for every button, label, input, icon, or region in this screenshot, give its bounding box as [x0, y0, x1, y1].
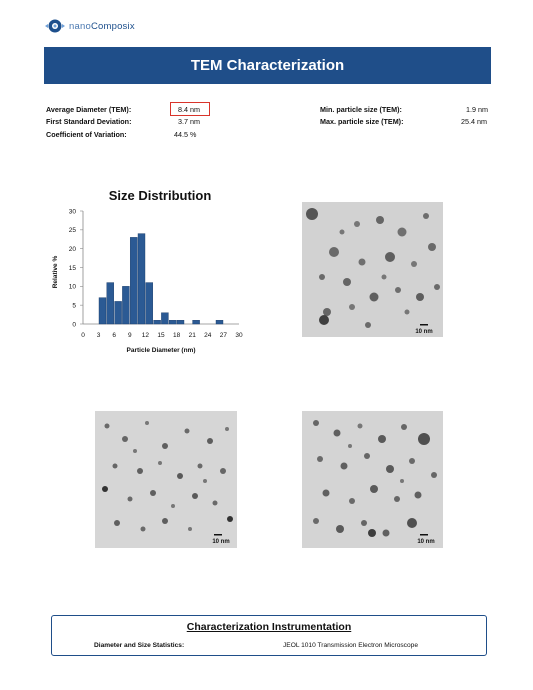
chart-x-tick-label-4: 12 [142, 332, 150, 339]
cv-value: 44.5 % [174, 130, 197, 139]
tem-image-3: 10 nm [302, 411, 443, 548]
avg-diameter-value: 8.4 nm [178, 105, 200, 114]
tem-image-2-particles: 10 nm [95, 411, 237, 548]
chart-bar-8 [161, 312, 169, 325]
std-dev-label: First Standard Deviation: [46, 117, 132, 126]
chart-x-tick-label-0: 0 [81, 332, 85, 339]
chart-y-tick-label-4: 20 [69, 246, 77, 253]
logo-text: nanoComposix [69, 20, 135, 32]
instrumentation-box: Characterization Instrumentation Diamete… [51, 615, 487, 656]
chart-axes [82, 211, 239, 325]
chart-bar-1 [106, 282, 114, 325]
chart-x-tick-label-2: 6 [112, 332, 116, 339]
chart-bars [98, 233, 224, 325]
chart-title: Size Distribution [109, 188, 212, 203]
chart-x-tick-label-7: 21 [189, 332, 197, 339]
instrumentation-title: Characterization Instrumentation [186, 621, 352, 633]
chart-y-tick-label-3: 15 [69, 265, 77, 272]
min-size-value: 1.9 nm [466, 105, 488, 114]
chart-bar-5 [137, 233, 146, 325]
tem-image-1-scale: 10 nm [415, 329, 432, 335]
chart-y-axis-label: Relative % [52, 256, 59, 289]
chart-bar-11 [192, 320, 200, 325]
tem-image-2-scale: 10 nm [212, 539, 229, 545]
cv-label: Coefficient of Variation: [46, 130, 127, 139]
tem-image-1: 10 nm [302, 202, 443, 337]
chart-y-tick-label-6: 30 [69, 208, 77, 215]
size-distribution-chart: Size Distribution Relative % Particle Di… [52, 188, 243, 354]
chart-bar-0 [98, 297, 107, 325]
chart-x-tick-label-6: 18 [173, 332, 181, 339]
tem-image-3-particles: 10 nm [302, 411, 443, 548]
min-size-label: Min. particle size (TEM): [320, 105, 402, 114]
chart-bar-9 [168, 320, 177, 325]
instrumentation-label: Diameter and Size Statistics: [94, 642, 185, 649]
chart-x-axis-label: Particle Diameter (nm) [127, 347, 196, 354]
chart-x-tick-label-10: 30 [235, 332, 243, 339]
chart-bar-7 [153, 320, 161, 325]
max-size-value: 25.4 nm [461, 117, 487, 126]
chart-y-tick-label-5: 25 [69, 227, 77, 234]
avg-diameter-highlight-box [170, 102, 210, 116]
chart-bar-2 [114, 301, 122, 325]
avg-diameter-label: Average Diameter (TEM): [46, 105, 132, 114]
std-dev-value: 3.7 nm [178, 117, 200, 126]
chart-x-tick-label-8: 24 [204, 332, 212, 339]
page-title-banner: TEM Characterization [44, 47, 491, 84]
chart-y-tick-label-2: 10 [69, 284, 77, 291]
page-title: TEM Characterization [190, 57, 345, 74]
chart-bar-10 [176, 320, 185, 325]
tem-image-3-scale: 10 nm [417, 539, 434, 545]
max-size-label: Max. particle size (TEM): [320, 117, 404, 126]
chart-x-tick-label-5: 15 [157, 332, 165, 339]
chart-bar-6 [145, 282, 154, 325]
tem-image-2: 10 nm [95, 411, 237, 548]
company-logo: nanoComposix [44, 16, 135, 36]
chart-y-tick-label-0: 0 [72, 321, 76, 328]
chart-x-tick-label-9: 27 [220, 332, 228, 339]
tem-image-1-particles: 10 nm [302, 202, 443, 337]
logo-icon [45, 19, 65, 33]
instrumentation-value: JEOL 1010 Transmission Electron Microsco… [283, 642, 418, 649]
chart-bar-12 [215, 320, 224, 325]
chart-bar-4 [129, 237, 138, 325]
chart-x-tick-label-1: 3 [97, 332, 101, 339]
chart-bar-3 [122, 286, 130, 325]
chart-ticks: 0 5 10 15 20 25 30 0 3 6 9 12 15 18 21 24 27 30 [69, 208, 243, 339]
chart-y-tick-label-1: 5 [72, 302, 76, 309]
chart-x-tick-label-3: 9 [128, 332, 132, 339]
